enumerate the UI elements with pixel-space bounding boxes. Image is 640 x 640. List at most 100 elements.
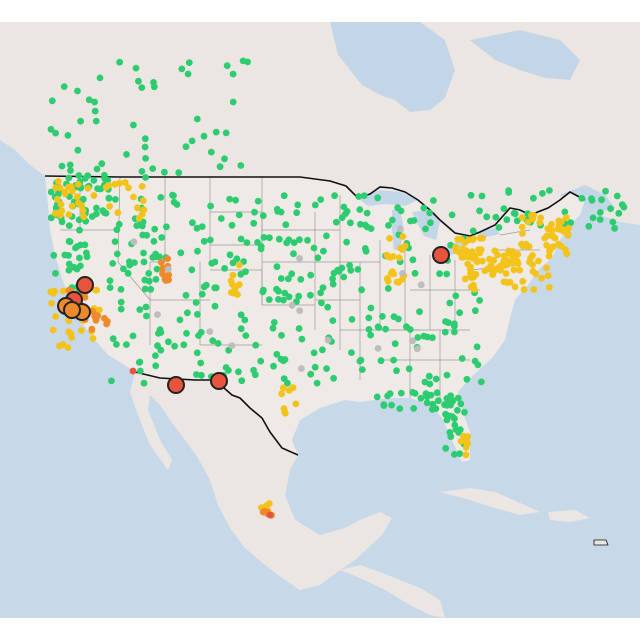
station-dot[interactable]	[503, 216, 511, 224]
station-dot[interactable]	[323, 365, 330, 372]
station-markers[interactable]	[47, 57, 628, 519]
station-dot[interactable]	[58, 162, 66, 170]
station-dot[interactable]	[429, 400, 437, 408]
station-dot[interactable]	[138, 84, 146, 91]
station-dot[interactable]	[442, 318, 449, 325]
station-dot[interactable]	[497, 266, 504, 274]
station-dot[interactable]	[184, 70, 192, 78]
station-dot[interactable]	[526, 258, 533, 266]
station-dot[interactable]	[310, 349, 318, 357]
station-dot[interactable]	[483, 213, 491, 221]
station-dot[interactable]	[356, 206, 364, 214]
station-dot[interactable]	[295, 292, 303, 300]
station-dot[interactable]	[257, 357, 265, 365]
station-dot[interactable]	[50, 251, 58, 259]
station-dot[interactable]	[141, 143, 149, 151]
station-dot[interactable]	[354, 266, 362, 273]
station-dot[interactable]	[511, 210, 519, 218]
station-dot[interactable]	[522, 242, 530, 250]
station-dot[interactable]	[149, 165, 157, 173]
station-dot[interactable]	[241, 316, 249, 324]
station-dot[interactable]	[329, 280, 337, 288]
station-dot[interactable]	[296, 307, 304, 315]
station-dot[interactable]	[231, 284, 239, 292]
station-dot[interactable]	[516, 266, 524, 274]
highlight-marker[interactable]	[63, 301, 81, 319]
station-dot[interactable]	[535, 257, 542, 265]
station-dot[interactable]	[90, 177, 98, 184]
station-dot[interactable]	[455, 429, 462, 436]
station-dot[interactable]	[211, 302, 219, 310]
station-dot[interactable]	[232, 196, 240, 204]
station-dot[interactable]	[319, 346, 326, 354]
station-dot[interactable]	[384, 392, 391, 400]
station-dot[interactable]	[273, 263, 281, 271]
station-dot[interactable]	[277, 275, 285, 282]
highlight-marker[interactable]	[432, 246, 450, 264]
station-dot[interactable]	[193, 371, 200, 378]
station-dot[interactable]	[561, 208, 569, 216]
station-dot[interactable]	[545, 252, 553, 260]
station-dot[interactable]	[93, 286, 101, 294]
station-dot[interactable]	[141, 135, 149, 143]
station-dot[interactable]	[227, 289, 235, 296]
station-dot[interactable]	[70, 263, 78, 271]
station-dot[interactable]	[520, 286, 528, 293]
station-dot[interactable]	[442, 410, 449, 418]
station-dot[interactable]	[397, 244, 404, 252]
station-dot[interactable]	[564, 231, 572, 239]
station-dot[interactable]	[288, 301, 296, 309]
station-dot[interactable]	[123, 151, 130, 158]
station-dot[interactable]	[347, 266, 355, 274]
station-dot[interactable]	[197, 328, 205, 336]
station-dot[interactable]	[229, 98, 237, 106]
station-dot[interactable]	[117, 305, 125, 313]
station-dot[interactable]	[183, 329, 190, 337]
station-dot[interactable]	[388, 401, 395, 409]
station-dot[interactable]	[331, 192, 338, 200]
station-dot[interactable]	[479, 257, 486, 265]
station-dot[interactable]	[130, 238, 138, 246]
station-dot[interactable]	[200, 283, 208, 291]
station-dot[interactable]	[72, 244, 79, 252]
station-dot[interactable]	[310, 244, 318, 252]
station-dot[interactable]	[476, 234, 484, 242]
station-dot[interactable]	[338, 214, 346, 222]
station-dot[interactable]	[165, 271, 173, 279]
station-dot[interactable]	[84, 185, 92, 192]
station-dot[interactable]	[386, 235, 393, 242]
station-dot[interactable]	[269, 324, 277, 332]
station-dot[interactable]	[142, 303, 150, 311]
station-dot[interactable]	[47, 125, 55, 133]
station-dot[interactable]	[436, 270, 443, 278]
station-dot[interactable]	[513, 257, 521, 265]
station-dot[interactable]	[158, 234, 166, 241]
station-dot[interactable]	[106, 277, 114, 284]
station-dot[interactable]	[252, 341, 260, 349]
station-dot[interactable]	[273, 285, 280, 293]
station-dot[interactable]	[96, 74, 104, 82]
station-dot[interactable]	[140, 379, 148, 387]
station-dot[interactable]	[109, 260, 117, 267]
station-dot[interactable]	[409, 337, 416, 345]
station-dot[interactable]	[81, 175, 89, 182]
station-dot[interactable]	[447, 401, 454, 409]
station-dot[interactable]	[509, 248, 517, 255]
station-dot[interactable]	[537, 214, 544, 222]
station-dot[interactable]	[374, 345, 382, 352]
station-dot[interactable]	[222, 129, 230, 137]
station-dot[interactable]	[141, 276, 149, 284]
station-dot[interactable]	[76, 254, 83, 262]
station-dot[interactable]	[562, 214, 570, 221]
station-dot[interactable]	[188, 266, 196, 274]
station-dot[interactable]	[140, 249, 147, 257]
station-dot[interactable]	[175, 169, 183, 177]
station-dot[interactable]	[469, 236, 476, 244]
station-dot[interactable]	[384, 253, 392, 261]
station-dot[interactable]	[189, 219, 196, 227]
station-dot[interactable]	[221, 265, 229, 272]
station-dot[interactable]	[427, 219, 434, 227]
station-dot[interactable]	[340, 203, 348, 211]
station-dot[interactable]	[250, 366, 257, 374]
station-dot[interactable]	[88, 325, 96, 333]
